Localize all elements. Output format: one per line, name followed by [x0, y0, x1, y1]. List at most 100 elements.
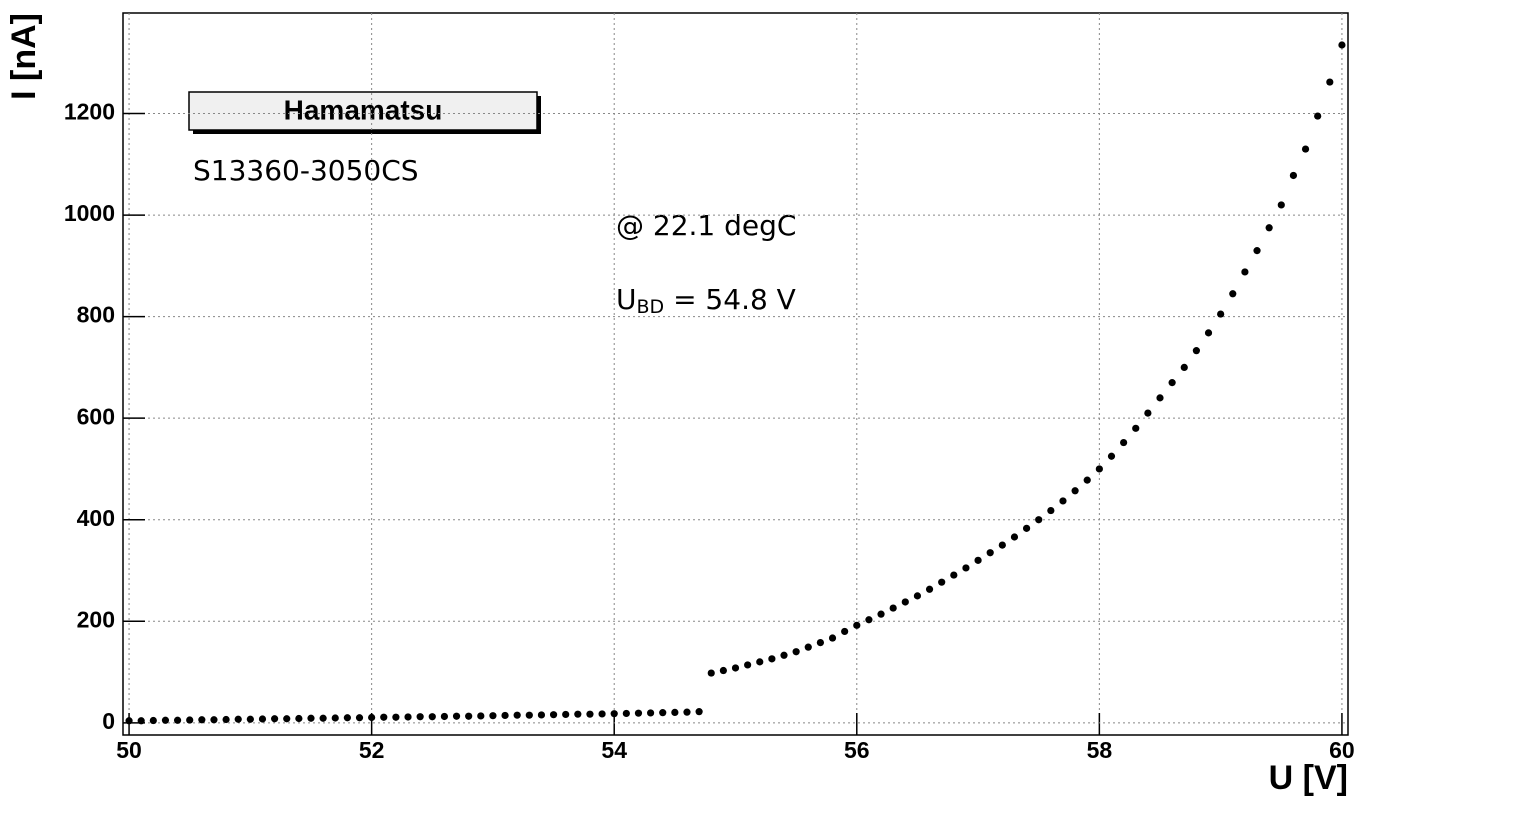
data-point — [501, 711, 509, 720]
data-point — [938, 578, 946, 586]
data-point — [137, 717, 145, 725]
data-point — [792, 648, 800, 656]
data-point — [355, 714, 364, 722]
data-point — [1253, 247, 1261, 255]
data-point — [1217, 310, 1225, 318]
data-point — [1035, 516, 1043, 524]
data-point — [744, 661, 752, 669]
data-point — [1229, 290, 1237, 298]
y-tick-label: 1000 — [64, 200, 115, 226]
data-point — [440, 712, 449, 721]
data-point — [1095, 465, 1103, 473]
data-point — [1289, 171, 1298, 180]
data-point — [1192, 347, 1200, 355]
temperature-label: @ 22.1 degC — [616, 209, 796, 242]
data-point — [1168, 379, 1176, 387]
data-point — [841, 627, 849, 636]
data-point — [331, 714, 339, 722]
data-point — [659, 709, 667, 717]
data-point — [1265, 224, 1273, 232]
data-point — [513, 711, 521, 719]
x-tick-label: 52 — [359, 737, 385, 763]
data-point — [719, 666, 727, 675]
data-point — [271, 715, 279, 723]
data-point — [695, 708, 703, 716]
data-point — [1338, 41, 1346, 49]
data-point — [525, 711, 533, 719]
data-point — [416, 713, 424, 721]
data-point — [1144, 409, 1152, 417]
data-point — [343, 714, 351, 722]
data-point — [1326, 78, 1334, 86]
data-point — [295, 714, 303, 723]
data-point — [222, 715, 230, 724]
data-point — [707, 669, 715, 677]
data-point — [161, 716, 170, 724]
plot-frame — [122, 12, 1349, 736]
data-point — [816, 638, 825, 647]
data-point — [998, 541, 1006, 549]
data-point — [1071, 487, 1079, 495]
data-point — [1132, 424, 1140, 432]
data-point — [186, 716, 194, 724]
data-point — [125, 717, 133, 725]
data-point — [210, 716, 218, 724]
data-point — [549, 711, 558, 719]
data-point — [1059, 497, 1067, 505]
data-point — [913, 592, 922, 600]
data-point — [804, 643, 812, 651]
y-tick-label: 400 — [77, 505, 115, 531]
data-point — [1156, 394, 1164, 402]
device-label: S13360-3050CS — [193, 154, 419, 187]
y-tick-label: 200 — [77, 606, 115, 632]
y-tick-label: 600 — [77, 403, 115, 429]
data-point — [392, 713, 400, 721]
data-point — [877, 610, 885, 618]
data-point — [258, 715, 267, 723]
breakdown-sub: BD — [637, 296, 665, 318]
data-point — [610, 710, 618, 718]
data-point — [537, 711, 546, 719]
data-point — [974, 556, 982, 564]
data-point — [901, 598, 909, 606]
data-point — [198, 716, 206, 724]
data-point — [368, 713, 376, 722]
data-point — [646, 709, 655, 717]
data-point — [380, 713, 388, 721]
data-point — [889, 604, 897, 612]
x-tick-label: 54 — [601, 737, 627, 763]
data-point — [452, 712, 461, 720]
data-point — [173, 716, 182, 724]
breakdown-rest: = 54.8 V — [664, 283, 796, 316]
x-axis-label: U [V] — [1269, 759, 1348, 797]
data-point — [865, 616, 873, 624]
data-point — [477, 712, 485, 720]
data-point — [853, 621, 861, 629]
data-point — [307, 714, 315, 722]
data-point — [622, 709, 630, 718]
data-point — [586, 710, 594, 718]
data-point — [1010, 533, 1019, 541]
data-point — [574, 710, 582, 718]
x-tick-label: 60 — [1329, 737, 1355, 763]
data-point — [465, 712, 473, 720]
data-point — [489, 712, 497, 720]
y-tick-label: 800 — [77, 302, 115, 328]
data-point — [1107, 452, 1116, 460]
data-point — [1120, 438, 1128, 447]
data-point — [1022, 524, 1031, 532]
data-point — [319, 714, 327, 722]
data-point — [731, 664, 740, 672]
data-point — [1180, 363, 1188, 371]
data-point — [598, 710, 606, 718]
data-point — [683, 708, 691, 716]
data-point — [149, 716, 157, 725]
data-point — [671, 708, 679, 717]
breakdown-base: U — [616, 283, 637, 316]
y-axis-label: I [nA] — [5, 13, 43, 100]
data-point — [428, 713, 436, 721]
legend-box — [188, 91, 538, 131]
data-point — [950, 571, 958, 579]
data-point — [768, 655, 776, 663]
